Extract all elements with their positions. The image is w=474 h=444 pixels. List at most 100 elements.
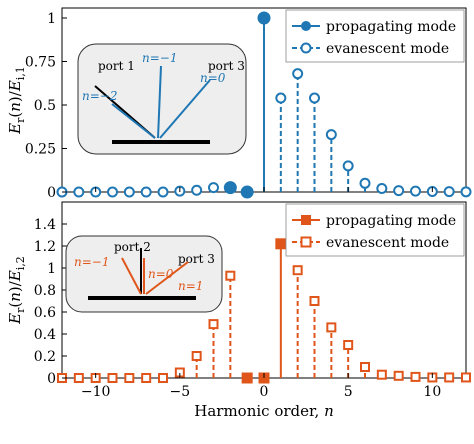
stem-n2 <box>292 265 303 378</box>
y-tick-label: 1 <box>47 261 56 277</box>
y-tick-label: 0.8 <box>34 283 56 299</box>
stem-n7 <box>376 183 388 195</box>
x-tick-label: 5 <box>344 384 353 400</box>
stem-n1 <box>275 238 287 378</box>
stem-n1 <box>275 92 287 192</box>
bottom-y-axis-label: Er(n)/Ei,2 <box>6 256 27 325</box>
stem-marker <box>326 322 337 333</box>
stem-n-11 <box>73 373 84 383</box>
stem-marker <box>257 11 271 25</box>
top-inset-order-minus1-arrow <box>157 65 162 139</box>
top-y-axis-label: Er(n)/Ei,1 <box>6 66 27 135</box>
stem-marker <box>360 362 370 372</box>
stem-n11 <box>444 372 455 383</box>
stem-marker <box>461 372 471 383</box>
y-tick-label: 1.4 <box>34 217 56 233</box>
top-inset-port3: port 3 <box>208 59 245 73</box>
stem-marker <box>376 183 388 195</box>
stem-marker <box>343 340 354 350</box>
top-inset-order-0-arrow <box>159 79 211 139</box>
stem-marker <box>376 369 387 380</box>
stem-n3 <box>309 296 320 378</box>
stem-n-4 <box>191 184 203 196</box>
top-legend-propagating-marker <box>301 21 311 31</box>
bottom-inset: port 2 port 3 n=−1 n=0 n=1 <box>65 235 223 313</box>
x-tick-label: 0 <box>260 384 269 400</box>
top-inset-order-minus1: n=−1 <box>142 51 177 65</box>
top-panel: 0 0.25 0.5 0.75 1 Er(n)/Ei,1 propagating mod… <box>6 7 472 201</box>
top-inset-order-0: n=0 <box>200 71 226 85</box>
stem-marker <box>309 92 320 104</box>
top-legend-evanescent: evanescent mode <box>326 41 449 57</box>
top-legend-propagating: propagating mode <box>326 19 456 35</box>
stem-n-2 <box>225 270 236 378</box>
bottom-inset-order-0: n=0 <box>148 267 174 281</box>
x-axis-label: Harmonic order, n <box>194 402 334 420</box>
bottom-inset-order-1: n=1 <box>178 279 203 293</box>
stem-n6 <box>360 362 370 378</box>
stem-n8 <box>393 185 405 197</box>
stem-n-3 <box>208 182 219 194</box>
stem-marker <box>325 129 337 141</box>
stem-marker <box>123 186 135 198</box>
bottom-legend-propagating-marker <box>301 215 311 225</box>
x-tick-label: −5 <box>170 384 191 400</box>
stem-marker <box>107 373 118 383</box>
bottom-legend-evanescent: evanescent mode <box>326 235 449 251</box>
y-tick-label: 1.2 <box>34 239 56 255</box>
stem-n-4 <box>191 351 202 378</box>
stem-n9 <box>410 371 421 382</box>
stem-marker <box>460 186 472 198</box>
top-inset-order-minus2-arrow <box>111 103 156 139</box>
y-tick-label: 0.75 <box>25 55 56 71</box>
stem-marker <box>107 186 118 198</box>
top-inset: port 1 port 3 n=−2 n=−1 n=0 <box>77 43 247 155</box>
y-tick-label: 0.5 <box>34 98 56 114</box>
stem-n5 <box>343 340 354 378</box>
stem-n-9 <box>107 186 118 198</box>
y-tick-label: 0 <box>47 185 56 201</box>
stem-n-9 <box>107 373 118 383</box>
stem-marker <box>342 160 354 172</box>
stem-n-7 <box>141 373 152 383</box>
stem-n11 <box>443 186 455 198</box>
stem-marker <box>275 92 287 104</box>
stem-marker <box>359 177 371 189</box>
stem-marker <box>124 373 135 383</box>
top-inset-port1: port 1 <box>98 59 135 73</box>
stem-marker <box>443 186 455 198</box>
bottom-inset-order-minus1-arrow <box>121 257 142 295</box>
bottom-inset-port2: port 2 <box>114 240 151 254</box>
bottom-legend: propagating mode evanescent mode <box>285 203 465 257</box>
stem-n0 <box>257 11 271 192</box>
stem-marker <box>208 182 219 194</box>
stem-n7 <box>376 369 387 380</box>
stem-marker <box>292 68 304 80</box>
stem-n2 <box>292 68 304 192</box>
stem-marker <box>157 186 169 198</box>
top-legend: propagating mode evanescent mode <box>285 9 465 63</box>
bottom-panel: 0 0.2 0.4 0.6 0.8 1 1.2 1.4 −10 −5 0 5 10 Er(n)/Ei,… <box>6 201 471 420</box>
top-legend-evanescent-marker <box>300 42 312 54</box>
stem-n4 <box>325 129 337 192</box>
stem-marker <box>158 373 168 383</box>
stem-n-1 <box>241 372 253 384</box>
stem-n-1 <box>240 185 254 199</box>
stem-marker <box>309 296 320 306</box>
stem-marker <box>292 265 303 276</box>
stem-n-6 <box>157 186 169 198</box>
stem-marker <box>191 351 202 361</box>
stem-marker <box>73 373 84 383</box>
stem-marker <box>241 372 253 384</box>
y-tick-label: 0.6 <box>34 305 56 321</box>
stem-marker <box>410 371 421 382</box>
y-tick-label: 0.25 <box>25 142 56 158</box>
bottom-inset-order-1-arrow <box>145 261 189 295</box>
stem-marker <box>240 185 254 199</box>
y-tick-label: 0 <box>47 371 56 387</box>
bottom-inset-order-minus1: n=−1 <box>74 255 109 269</box>
bottom-inset-port3: port 3 <box>178 252 215 266</box>
stem-marker <box>444 372 455 383</box>
bottom-legend-evanescent-marker <box>300 236 312 248</box>
stem-marker <box>140 186 152 198</box>
